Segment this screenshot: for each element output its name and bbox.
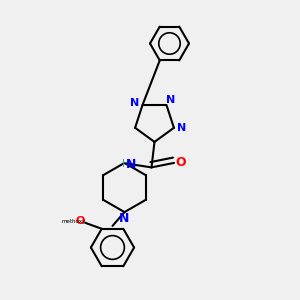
Text: H: H (122, 159, 129, 170)
Text: N: N (126, 158, 136, 171)
Text: methoxy: methoxy (62, 219, 86, 224)
Text: O: O (75, 216, 85, 226)
Text: N: N (177, 123, 186, 133)
Text: N: N (167, 95, 176, 106)
Text: O: O (175, 156, 186, 170)
Text: N: N (130, 98, 140, 109)
Text: N: N (119, 212, 130, 225)
